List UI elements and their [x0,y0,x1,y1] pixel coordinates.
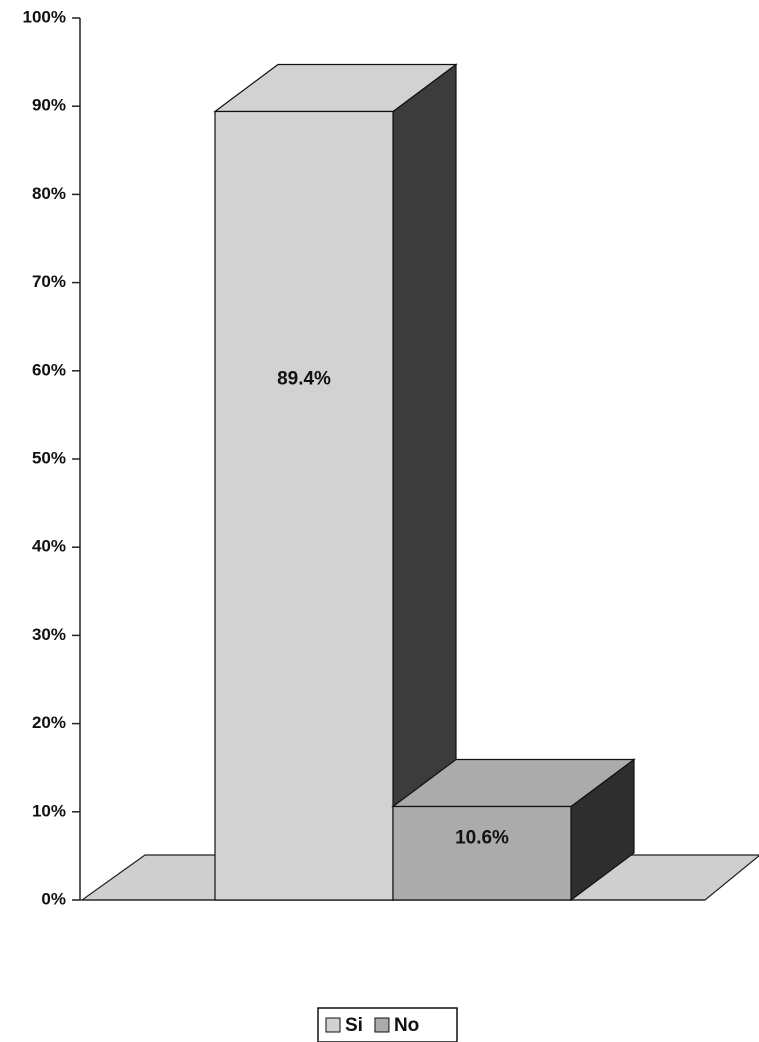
legend-label: No [394,1015,419,1036]
y-tick-label: 0% [41,889,66,908]
legend-label: Si [345,1015,363,1036]
y-tick-label: 90% [32,96,66,115]
y-tick-label: 20% [32,713,66,732]
y-tick-label: 70% [32,272,66,291]
value-label: 10.6% [455,827,509,848]
legend-swatch [374,1017,390,1033]
y-tick-label: 30% [32,625,66,644]
y-tick-label: 40% [32,537,66,556]
y-tick-label: 60% [32,360,66,379]
y-tick-label: 100% [23,7,66,26]
y-tick-label: 50% [32,448,66,467]
value-label: 89.4% [277,369,331,390]
y-tick-label: 80% [32,184,66,203]
legend-swatch [325,1017,341,1033]
y-tick-label: 10% [32,801,66,820]
bar [214,110,394,901]
bar [392,805,572,901]
